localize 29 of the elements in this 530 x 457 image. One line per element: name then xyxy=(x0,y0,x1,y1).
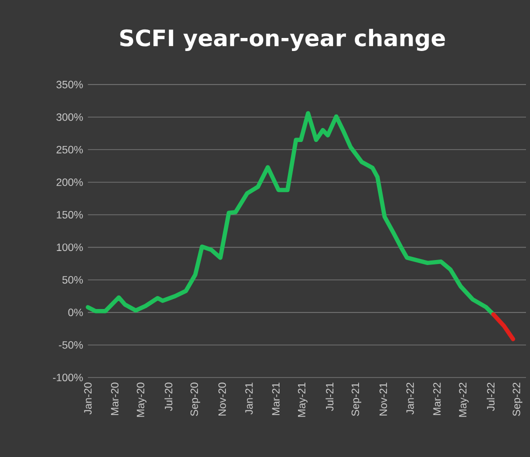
x-tick-label: Jan-20 xyxy=(84,382,92,415)
y-tick-label: 100% xyxy=(56,244,83,252)
chart-title: SCFI year-on-year change xyxy=(120,29,445,52)
y-tick-label: -100% xyxy=(53,374,83,382)
x-tick-label: Mar-22 xyxy=(433,382,441,416)
x-tick-label: Jul-21 xyxy=(326,382,334,412)
x-tick-label: May-20 xyxy=(136,382,146,417)
y-tick-label: 350% xyxy=(56,80,83,88)
x-tick-label: Nov-20 xyxy=(218,382,226,416)
y-tick-label: 200% xyxy=(56,178,83,186)
x-tick-label: Jan-21 xyxy=(245,382,253,415)
y-tick-label: 300% xyxy=(56,113,83,121)
y-tick-label: 0% xyxy=(68,308,83,316)
x-tick-label: May-22 xyxy=(459,382,469,417)
x-tick-label: Jan-22 xyxy=(406,382,414,415)
y-tick-label: 150% xyxy=(56,211,83,219)
y-tick-label: 250% xyxy=(56,146,83,154)
x-tick-label: Sep-21 xyxy=(352,382,362,416)
x-tick-label: Jul-20 xyxy=(164,382,172,412)
x-tick-label: Jul-22 xyxy=(486,382,495,412)
y-tick-label: 50% xyxy=(62,276,83,284)
x-tick-label: Mar-21 xyxy=(272,382,280,416)
x-tick-label: May-21 xyxy=(298,382,308,417)
x-tick-label: Mar-20 xyxy=(110,382,118,416)
x-tick-label: Nov-21 xyxy=(379,382,388,416)
x-tick-label: Sep-22 xyxy=(512,382,522,416)
line-series xyxy=(86,111,496,317)
y-tick-label: -50% xyxy=(58,341,83,349)
x-tick-label: Sep-20 xyxy=(190,382,200,416)
